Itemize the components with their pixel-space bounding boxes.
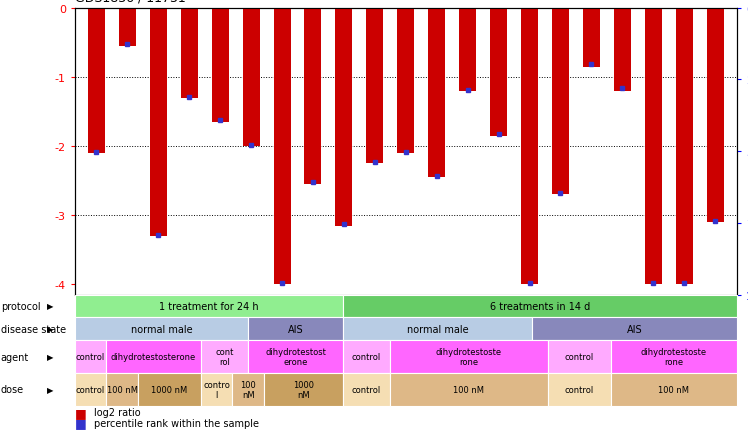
Bar [335, 9, 352, 226]
Text: control: control [565, 352, 594, 362]
Bar [390, 341, 548, 373]
Bar [274, 9, 290, 285]
Bar [645, 9, 662, 285]
Text: log2 ratio: log2 ratio [94, 408, 140, 418]
Bar [75, 341, 106, 373]
Bar [552, 9, 569, 195]
Text: dihydrotestoste
rone: dihydrotestoste rone [641, 347, 707, 367]
Bar [75, 373, 106, 406]
Text: control: control [352, 385, 381, 394]
Text: 100 nM: 100 nM [453, 385, 485, 394]
Text: 100 nM: 100 nM [106, 385, 138, 394]
Text: control: control [565, 385, 594, 394]
Text: disease state: disease state [1, 324, 66, 334]
Text: 1000
nM: 1000 nM [292, 380, 314, 399]
Bar [88, 9, 105, 154]
Text: agent: agent [1, 352, 29, 362]
Bar [181, 9, 197, 99]
Text: dose: dose [1, 385, 24, 395]
Text: ▶: ▶ [47, 352, 53, 362]
Bar [201, 373, 233, 406]
Text: dihydrotestoste
rone: dihydrotestoste rone [436, 347, 502, 367]
Bar [610, 341, 737, 373]
Text: control: control [352, 352, 381, 362]
Text: dihydrotestosterone: dihydrotestosterone [111, 352, 196, 362]
Text: ▶: ▶ [47, 385, 53, 394]
Text: normal male: normal male [406, 324, 468, 334]
Bar [264, 373, 343, 406]
Text: protocol: protocol [1, 301, 40, 311]
Text: percentile rank within the sample: percentile rank within the sample [94, 418, 259, 428]
Bar [397, 9, 414, 154]
Bar [343, 317, 532, 341]
Bar [75, 317, 248, 341]
Bar [532, 317, 737, 341]
Bar [548, 341, 610, 373]
Text: ■: ■ [75, 406, 87, 419]
Bar [614, 9, 631, 92]
Bar [610, 373, 737, 406]
Bar [242, 9, 260, 147]
Text: normal male: normal male [131, 324, 192, 334]
Bar [583, 9, 600, 67]
Bar [548, 373, 610, 406]
Bar [201, 341, 248, 373]
Bar [304, 9, 322, 185]
Bar [106, 341, 201, 373]
Text: GDS1836 / 11731: GDS1836 / 11731 [75, 0, 186, 4]
Text: control: control [76, 385, 105, 394]
Bar [390, 373, 548, 406]
Bar [428, 9, 445, 178]
Bar [248, 317, 343, 341]
Bar [343, 341, 390, 373]
Bar [233, 373, 264, 406]
Text: AIS: AIS [288, 324, 303, 334]
Text: 1000 nM: 1000 nM [151, 385, 188, 394]
Bar [138, 373, 201, 406]
Text: ▶: ▶ [47, 324, 53, 333]
Bar [106, 373, 138, 406]
Text: ■: ■ [75, 417, 87, 430]
Text: AIS: AIS [627, 324, 642, 334]
Bar [343, 295, 737, 317]
Text: control: control [76, 352, 105, 362]
Bar [212, 9, 229, 122]
Bar [675, 9, 693, 285]
Text: 6 treatments in 14 d: 6 treatments in 14 d [490, 301, 590, 311]
Text: dihydrotestost
erone: dihydrotestost erone [265, 347, 326, 367]
Bar [707, 9, 723, 223]
Text: 1 treatment for 24 h: 1 treatment for 24 h [159, 301, 259, 311]
Text: cont
rol: cont rol [215, 347, 233, 367]
Text: 100
nM: 100 nM [240, 380, 256, 399]
Text: contro
l: contro l [203, 380, 230, 399]
Bar [150, 9, 167, 237]
Bar [119, 9, 136, 46]
Bar [75, 295, 343, 317]
Bar [248, 341, 343, 373]
Bar [459, 9, 476, 92]
Text: 100 nM: 100 nM [658, 385, 689, 394]
Text: ▶: ▶ [47, 302, 53, 310]
Bar [367, 9, 384, 164]
Bar [490, 9, 507, 136]
Bar [343, 373, 390, 406]
Bar [521, 9, 538, 285]
